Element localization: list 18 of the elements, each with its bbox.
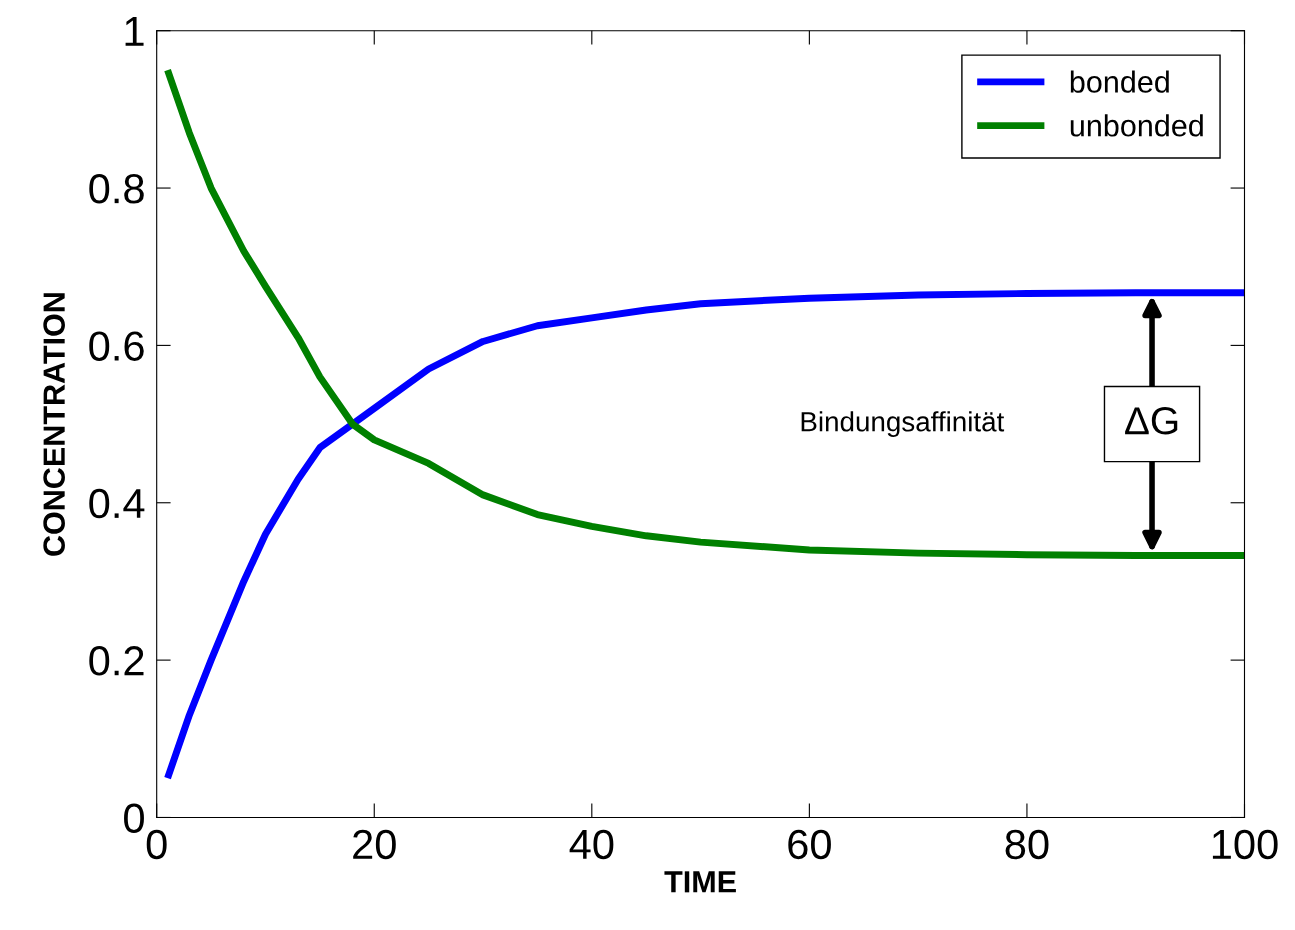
y-tick-label: 0.6 bbox=[89, 331, 144, 361]
y-tick-label: 1 bbox=[125, 17, 144, 46]
annotation: ΔG bbox=[1125, 406, 1178, 435]
x-tick-label: 100 bbox=[1212, 829, 1278, 860]
x-tick-label: 80 bbox=[1005, 829, 1049, 860]
x-axis-title: TIME bbox=[664, 871, 736, 893]
y-tick-label: 0.2 bbox=[89, 646, 144, 676]
y-tick-label: 0 bbox=[124, 803, 144, 833]
y-tick-label: 0.8 bbox=[89, 174, 144, 204]
legend-label: unbonded bbox=[1070, 114, 1203, 137]
x-tick-label: 0 bbox=[146, 829, 167, 860]
y-axis-title: CONCENTRATION bbox=[43, 293, 65, 556]
x-tick-label: 40 bbox=[569, 829, 614, 860]
legend-label: bonded bbox=[1070, 70, 1169, 93]
x-tick-label: 20 bbox=[353, 829, 396, 860]
x-tick-label: 60 bbox=[788, 829, 831, 860]
y-tick-label: 0.4 bbox=[89, 488, 145, 519]
annotation: Bindungsaffinität bbox=[801, 411, 1005, 438]
